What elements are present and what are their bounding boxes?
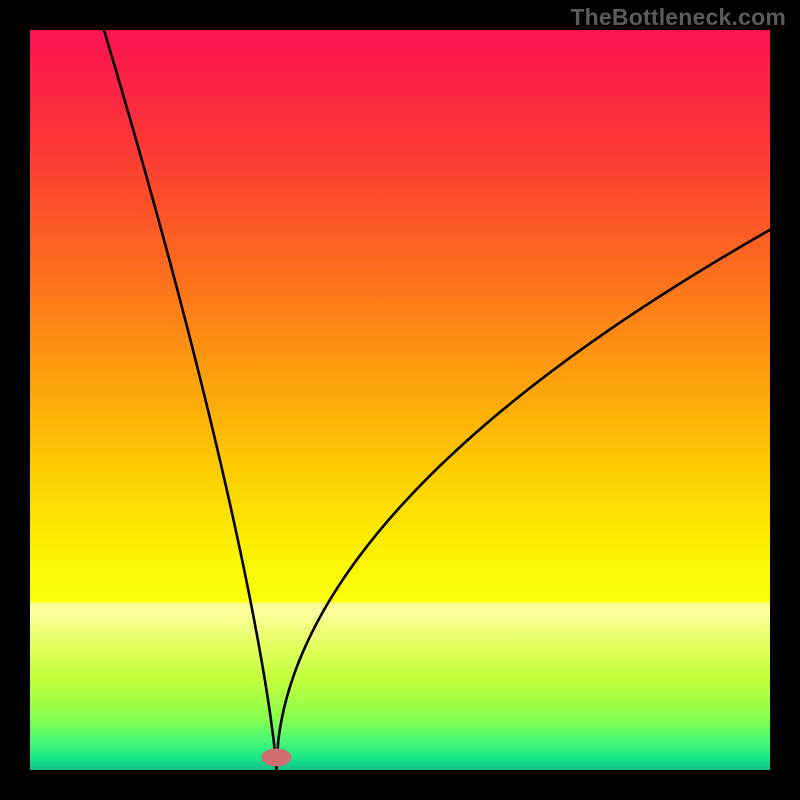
plot-panel — [30, 30, 770, 770]
minimum-marker — [261, 748, 291, 766]
watermark-text: TheBottleneck.com — [570, 4, 786, 31]
chart-container: TheBottleneck.com — [0, 0, 800, 800]
bottleneck-chart — [0, 0, 800, 800]
